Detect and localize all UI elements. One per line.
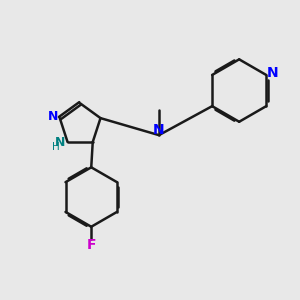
Text: F: F [86, 238, 96, 253]
Text: N: N [55, 136, 65, 148]
Text: H: H [52, 142, 60, 152]
Text: N: N [48, 110, 58, 123]
Text: N: N [266, 66, 278, 80]
Text: N: N [153, 123, 165, 137]
